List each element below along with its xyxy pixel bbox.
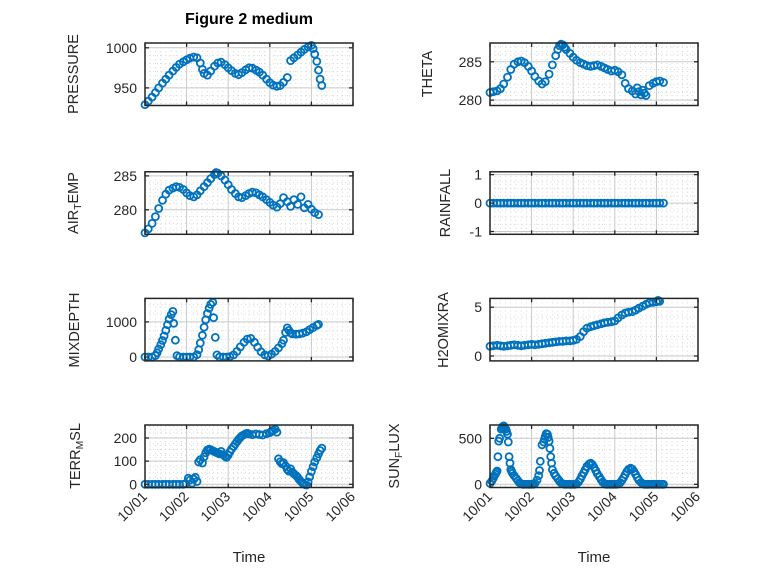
- grid: [145, 171, 353, 235]
- subplot-pressure: 950 1000: [106, 40, 354, 110]
- xlabel-time-right: Time: [577, 549, 611, 566]
- subplot-air_temp: 280 285: [114, 168, 354, 238]
- data-markers: [485, 39, 668, 100]
- axes-frame: [144, 297, 354, 362]
- axes-frame: [144, 424, 354, 489]
- x-tick-label: 10/01: [459, 488, 495, 524]
- y-tick-label: 1: [474, 167, 482, 183]
- ylabel-sun_flux: SUNFLUX: [387, 423, 405, 489]
- subplot-h2omixra: 05: [474, 295, 699, 364]
- axis-ticks: [144, 298, 354, 361]
- ylabel-pressure: PRESSURE: [66, 34, 82, 115]
- y-tick-label: 100: [114, 453, 138, 469]
- y-tick-label: 285: [114, 168, 138, 184]
- x-tick-label: 10/06: [667, 488, 703, 524]
- data-markers: [140, 168, 323, 238]
- data-markers: [485, 198, 668, 208]
- y-tick-label: 500: [459, 430, 483, 446]
- y-tick-label: 0: [129, 349, 137, 365]
- x-tick-label: 10/05: [280, 488, 316, 524]
- y-tick-label: 0: [129, 476, 137, 492]
- axes-frame: [489, 42, 699, 107]
- ylabel-mixdepth: MIXDEPTH: [67, 292, 83, 368]
- axis-ticks: [489, 425, 699, 488]
- figure-title: Figure 2 medium: [184, 11, 314, 28]
- axis-ticks: [489, 43, 699, 106]
- axis-ticks: [144, 43, 354, 106]
- axis-ticks: [489, 171, 699, 235]
- axes-frame: [489, 424, 699, 489]
- y-tick-label: 200: [114, 430, 138, 446]
- subplot-mixdepth: 0 1000: [106, 297, 354, 365]
- y-tick-label: -1: [470, 224, 483, 240]
- data-markers: [485, 295, 665, 351]
- axis-ticks: [144, 171, 354, 235]
- data-markers: [485, 421, 668, 489]
- x-tick-label: 10/03: [197, 488, 233, 524]
- x-tick-label: 10/03: [542, 488, 578, 524]
- axis-ticks: [489, 298, 699, 361]
- data-markers: [140, 424, 327, 490]
- grid: [145, 43, 353, 106]
- y-tick-label: 280: [459, 92, 483, 108]
- x-tick-label: 10/02: [156, 488, 192, 524]
- y-tick-label: 950: [114, 80, 138, 96]
- ylabel-theta: THETA: [420, 51, 436, 98]
- y-tick-label: 285: [459, 54, 483, 70]
- data-markers: [140, 297, 323, 362]
- ylabel-rainfall: RAINFALL: [438, 168, 454, 238]
- y-tick-label: 0: [474, 348, 482, 364]
- axes-frame: [489, 297, 699, 362]
- x-tick-label: 10/01: [114, 488, 150, 524]
- x-tick-label: 10/06: [322, 488, 358, 524]
- subplot-terr_msl: 0 100 200 10/01 10/02 10/03 10/04 10/05 10/06: [114, 424, 358, 524]
- axes-frame: [144, 42, 354, 107]
- xlabel-time-left: Time: [232, 549, 266, 566]
- x-tick-label: 10/04: [239, 488, 275, 524]
- y-tick-label: 280: [114, 202, 138, 218]
- subplot-theta: 280 285: [459, 39, 699, 108]
- x-tick-label: 10/02: [501, 488, 537, 524]
- ylabel-terr_msl: TERRMSL: [68, 423, 86, 490]
- y-tick-label: 1000: [106, 40, 137, 56]
- grid: [490, 43, 698, 106]
- y-tick-label: 1000: [106, 314, 137, 330]
- ylabel-air_temp: AIRTEMP: [66, 172, 84, 234]
- subplot-sun_flux: 0 500 10/01 10/02 10/03 10/04 10/05 10/06: [459, 421, 703, 524]
- x-tick-label: 10/05: [625, 488, 661, 524]
- axes-frame: [144, 171, 354, 236]
- axis-ticks: [144, 425, 354, 488]
- y-tick-label: 0: [474, 476, 482, 492]
- y-tick-label: 5: [474, 299, 482, 315]
- x-tick-label: 10/04: [584, 488, 620, 524]
- ylabel-h2omixra: H2OMIXRA: [436, 291, 452, 368]
- y-tick-label: 0: [474, 195, 482, 211]
- subplot-rainfall: -1 0 1: [470, 167, 699, 240]
